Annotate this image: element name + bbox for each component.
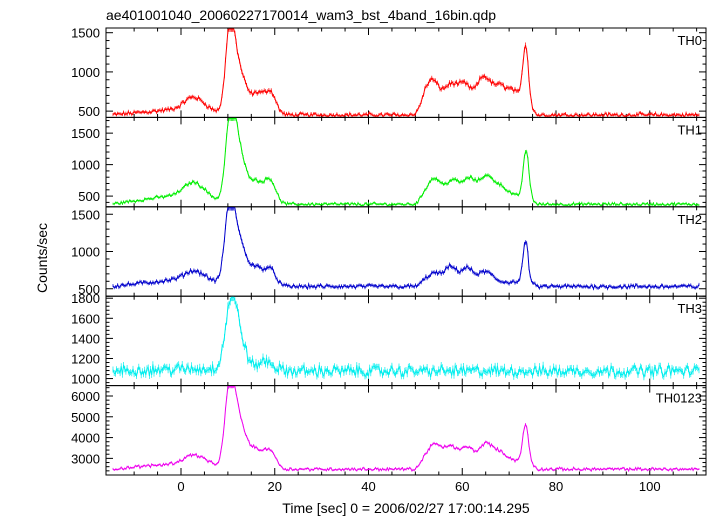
x-tick-label: 40 xyxy=(361,479,375,494)
y-tick-label: 3000 xyxy=(71,451,100,466)
panel-th3: 1000 1200 1400 1600 1800 TH3 xyxy=(71,291,707,387)
panel-label: TH1 xyxy=(677,122,702,137)
series-errorbars xyxy=(112,29,700,117)
panel-label: TH2 xyxy=(677,212,702,227)
x-tick-label: 80 xyxy=(549,479,563,494)
panel-frame xyxy=(105,385,707,476)
y-tick-label: 1800 xyxy=(71,291,100,306)
y-tick-label: 6000 xyxy=(71,389,100,404)
x-axis-label: Time [sec] 0 = 2006/02/27 17:00:14.295 xyxy=(282,500,530,516)
panel-th0123: 3000 4000 5000 6000 TH0123 0 20 40 60 80 100 xyxy=(71,385,707,494)
panel-label: TH3 xyxy=(677,301,702,316)
panel-frame xyxy=(105,116,707,208)
series-line-th2 xyxy=(112,207,700,291)
x-tick-label: 0 xyxy=(177,479,184,494)
series-line-th0123 xyxy=(112,386,700,473)
x-tick-label: 100 xyxy=(639,479,661,494)
y-tick-label: 1000 xyxy=(71,65,100,80)
chart-title: ae401001040_20060227170014_wam3_bst_4ban… xyxy=(106,7,496,23)
panel-frame xyxy=(105,206,707,297)
y-axis-label: Counts/sec xyxy=(34,223,50,293)
panel-label: TH0 xyxy=(677,33,702,48)
y-tick-label: 4000 xyxy=(71,431,100,446)
series-line-th3 xyxy=(112,296,700,380)
y-tick-label: 1500 xyxy=(71,126,100,141)
panel-label: TH0123 xyxy=(656,391,702,406)
y-tick-label: 500 xyxy=(78,104,100,119)
y-tick-label: 1500 xyxy=(71,26,100,41)
series-errorbars xyxy=(112,118,700,206)
panel-th2: 500 1000 1500 TH2 xyxy=(71,206,707,297)
series-errorbars xyxy=(112,207,700,291)
y-tick-label: 1000 xyxy=(71,158,100,173)
series-line-th0 xyxy=(112,28,700,118)
y-tick-label: 1200 xyxy=(71,351,100,366)
y-tick-label: 500 xyxy=(78,189,100,204)
panel-frame xyxy=(105,27,707,118)
y-tick-label: 500 xyxy=(78,282,100,297)
y-tick-label: 1500 xyxy=(71,207,100,222)
series-errorbars xyxy=(112,386,700,472)
panel-th1: 500 1000 1500 TH1 xyxy=(71,116,707,208)
x-tick-label: 60 xyxy=(455,479,469,494)
series-line-th1 xyxy=(112,117,700,207)
y-tick-label: 1000 xyxy=(71,372,100,387)
panel-th0: 500 1000 1500 TH0 xyxy=(71,26,707,119)
y-tick-label: 1600 xyxy=(71,311,100,326)
x-tick-label: 20 xyxy=(268,479,282,494)
y-tick-label: 1400 xyxy=(71,331,100,346)
y-tick-label: 1000 xyxy=(71,245,100,260)
y-tick-label: 5000 xyxy=(71,410,100,425)
